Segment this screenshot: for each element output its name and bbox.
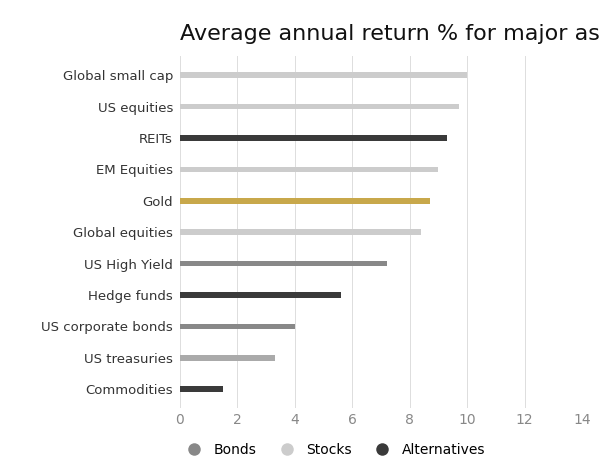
Bar bbox=[180, 355, 275, 361]
Bar bbox=[180, 166, 439, 172]
Bar bbox=[180, 292, 341, 298]
Bar bbox=[180, 135, 447, 141]
Text: Average annual return % for major asset classes: Average annual return % for major asset … bbox=[180, 23, 600, 44]
Bar bbox=[180, 229, 421, 235]
Bar bbox=[180, 386, 223, 392]
Bar bbox=[180, 261, 387, 266]
Bar bbox=[180, 198, 430, 204]
Legend: Bonds, Stocks, Alternatives: Bonds, Stocks, Alternatives bbox=[180, 443, 485, 457]
Bar bbox=[180, 72, 467, 78]
Bar bbox=[180, 324, 295, 329]
Bar bbox=[180, 104, 458, 109]
